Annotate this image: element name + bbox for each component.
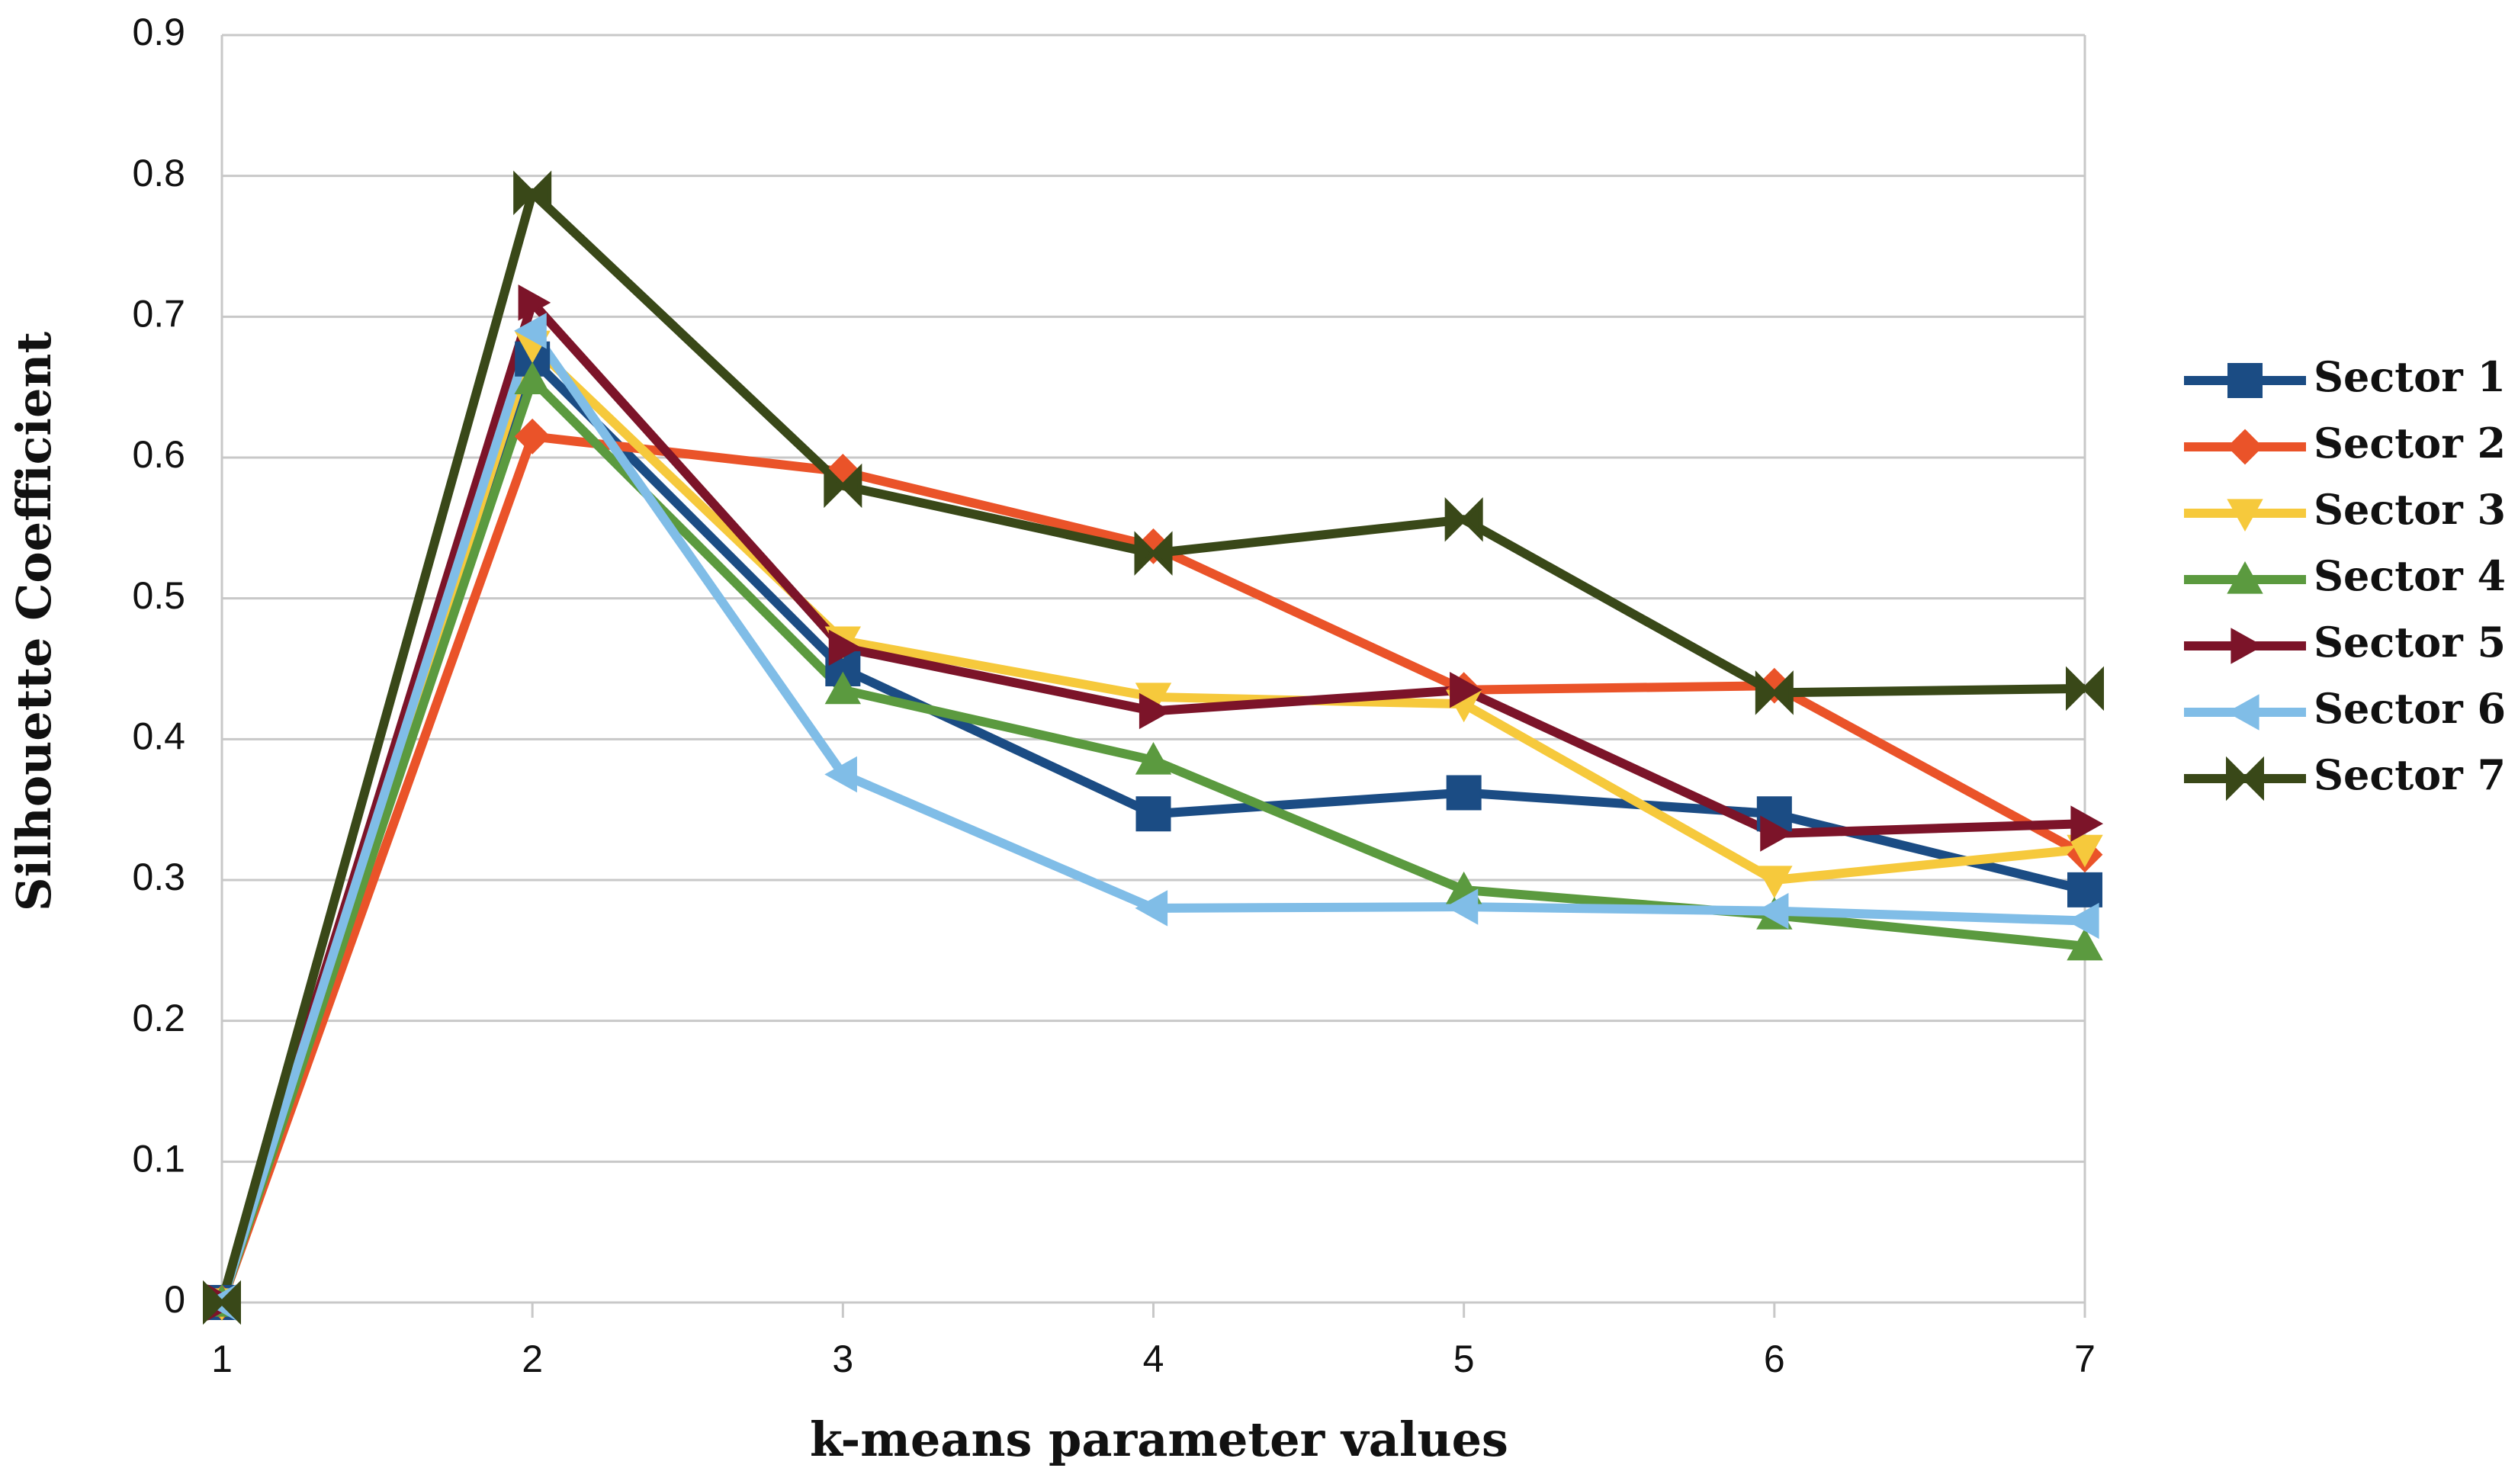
legend-marker [2226, 694, 2259, 731]
y-tick-label: 0.1 [132, 1138, 185, 1180]
marker [824, 671, 862, 705]
marker [828, 629, 862, 666]
marker [1755, 670, 1794, 715]
marker [1450, 672, 1482, 708]
x-tick-label: 3 [832, 1338, 853, 1380]
marker [2070, 805, 2104, 842]
x-tick-label: 2 [522, 1338, 543, 1380]
marker [1135, 741, 1172, 775]
y-tick-label: 0.9 [132, 11, 185, 53]
marker [824, 756, 857, 793]
y-axis-label: Silhouette Coefficient [6, 332, 62, 912]
marker [514, 313, 547, 349]
y-tick-label: 0.3 [132, 856, 185, 898]
marker [1755, 892, 1789, 930]
y-tick-label: 0.5 [132, 574, 185, 617]
marker [514, 361, 551, 395]
marker [1444, 497, 1483, 542]
legend-marker [2227, 429, 2263, 465]
legend-label: Sector 4 [2314, 551, 2506, 600]
marker [203, 1280, 241, 1325]
y-tick-label: 0.8 [132, 152, 185, 194]
marker [1134, 531, 1173, 576]
x-tick-label: 4 [1143, 1338, 1164, 1380]
x-tick-label: 1 [211, 1338, 233, 1380]
marker [2067, 834, 2103, 868]
marker [1445, 888, 1479, 925]
legend-label: Sector 2 [2314, 419, 2506, 467]
legend-marker [2227, 499, 2263, 532]
marker [1756, 866, 1793, 899]
legend-label: Sector 5 [2314, 618, 2506, 667]
legend-label: Sector 7 [2314, 750, 2506, 799]
y-tick-label: 0.2 [132, 997, 185, 1039]
y-tick-label: 0.4 [132, 715, 185, 758]
legend-marker [2227, 363, 2263, 398]
series-line [217, 432, 2087, 1305]
x-tick-label: 6 [1764, 1338, 1785, 1380]
y-tick-label: 0.7 [132, 293, 185, 336]
y-tick-label: 0.6 [132, 433, 185, 476]
marker [1135, 890, 1168, 927]
marker [518, 284, 551, 321]
marker [2067, 872, 2102, 907]
marker [1135, 796, 1171, 832]
marker [514, 418, 551, 455]
y-tick-label: 0 [164, 1278, 185, 1321]
marker [513, 170, 552, 216]
marker [1139, 692, 1172, 730]
legend-marker [2226, 756, 2264, 801]
legend-label: Sector 1 [2314, 352, 2506, 401]
marker [2066, 902, 2099, 940]
x-axis-label: k-means parameter values [810, 1412, 1508, 1467]
x-tick-label: 5 [1453, 1338, 1475, 1380]
legend-marker [2231, 628, 2264, 664]
marker [2066, 666, 2104, 711]
legend-label: Sector 6 [2314, 684, 2506, 733]
marker [2067, 927, 2103, 961]
marker [1446, 775, 1482, 811]
marker [824, 463, 862, 509]
x-tick-label: 7 [2074, 1338, 2096, 1380]
marker [1760, 815, 1793, 852]
legend-marker [2227, 561, 2263, 594]
legend-label: Sector 3 [2314, 485, 2506, 534]
